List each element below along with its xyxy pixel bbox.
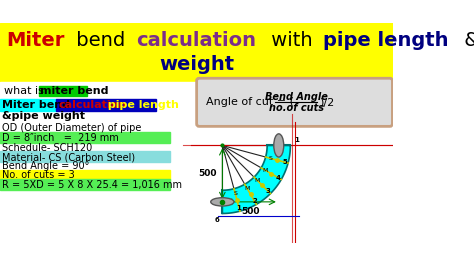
Text: bend: bend: [70, 31, 131, 51]
Text: 6: 6: [215, 217, 220, 223]
Bar: [0, 151, 170, 162]
Text: S: S: [233, 191, 237, 196]
Text: 500: 500: [241, 207, 260, 216]
Text: S: S: [268, 156, 273, 161]
Text: Bend Angle: Bend Angle: [265, 92, 328, 102]
Text: Miter: Miter: [7, 31, 65, 51]
Text: 2: 2: [252, 198, 257, 205]
Bar: [39, 86, 87, 97]
Text: calculation: calculation: [136, 31, 256, 51]
Text: Bend Angle = 90°: Bend Angle = 90°: [2, 161, 90, 171]
Text: )/2: )/2: [319, 97, 334, 107]
Text: 3: 3: [265, 188, 271, 194]
Text: miter bend: miter bend: [40, 86, 109, 96]
Text: M: M: [245, 186, 250, 191]
Bar: [0, 99, 56, 111]
Text: pipe length: pipe length: [323, 31, 449, 51]
Text: Material- CS (Carbon Steel): Material- CS (Carbon Steel): [2, 152, 136, 162]
Text: Miter bend: Miter bend: [2, 100, 70, 110]
Text: &: &: [458, 31, 474, 51]
Text: R = 5XD = 5 X 8 X 25.4 = 1,016 mm: R = 5XD = 5 X 8 X 25.4 = 1,016 mm: [2, 180, 182, 190]
Text: 500: 500: [198, 169, 217, 178]
Polygon shape: [222, 146, 291, 214]
Bar: [0, 132, 170, 143]
Text: Angle of cut = (: Angle of cut = (: [206, 97, 294, 107]
Text: weight: weight: [159, 55, 234, 74]
Text: M: M: [255, 178, 260, 183]
Text: D = 8″inch   =  219 mm: D = 8″inch = 219 mm: [2, 133, 119, 143]
Text: No. of cuts = 3: No. of cuts = 3: [2, 170, 75, 180]
Text: no.of cuts: no.of cuts: [269, 103, 324, 113]
Text: what is: what is: [4, 86, 47, 96]
Text: &pipe weight: &pipe weight: [2, 111, 85, 121]
Text: Schedule- SCH120: Schedule- SCH120: [2, 143, 93, 153]
Bar: [0, 180, 170, 190]
Ellipse shape: [274, 134, 284, 157]
Text: pipe length: pipe length: [104, 100, 179, 110]
Bar: [0, 82, 393, 243]
FancyBboxPatch shape: [197, 78, 392, 126]
Text: calculation: calculation: [58, 100, 126, 110]
Text: 4: 4: [276, 175, 281, 181]
Ellipse shape: [211, 198, 234, 206]
Text: 1: 1: [294, 138, 299, 143]
Bar: [56, 99, 156, 111]
Text: M: M: [263, 168, 268, 173]
Text: OD (Outer Diameter) of pipe: OD (Outer Diameter) of pipe: [2, 123, 142, 133]
Bar: [0, 23, 393, 82]
Text: 1: 1: [237, 205, 242, 211]
Bar: [0, 169, 170, 180]
Text: with: with: [265, 31, 319, 51]
Text: 5: 5: [283, 159, 287, 165]
